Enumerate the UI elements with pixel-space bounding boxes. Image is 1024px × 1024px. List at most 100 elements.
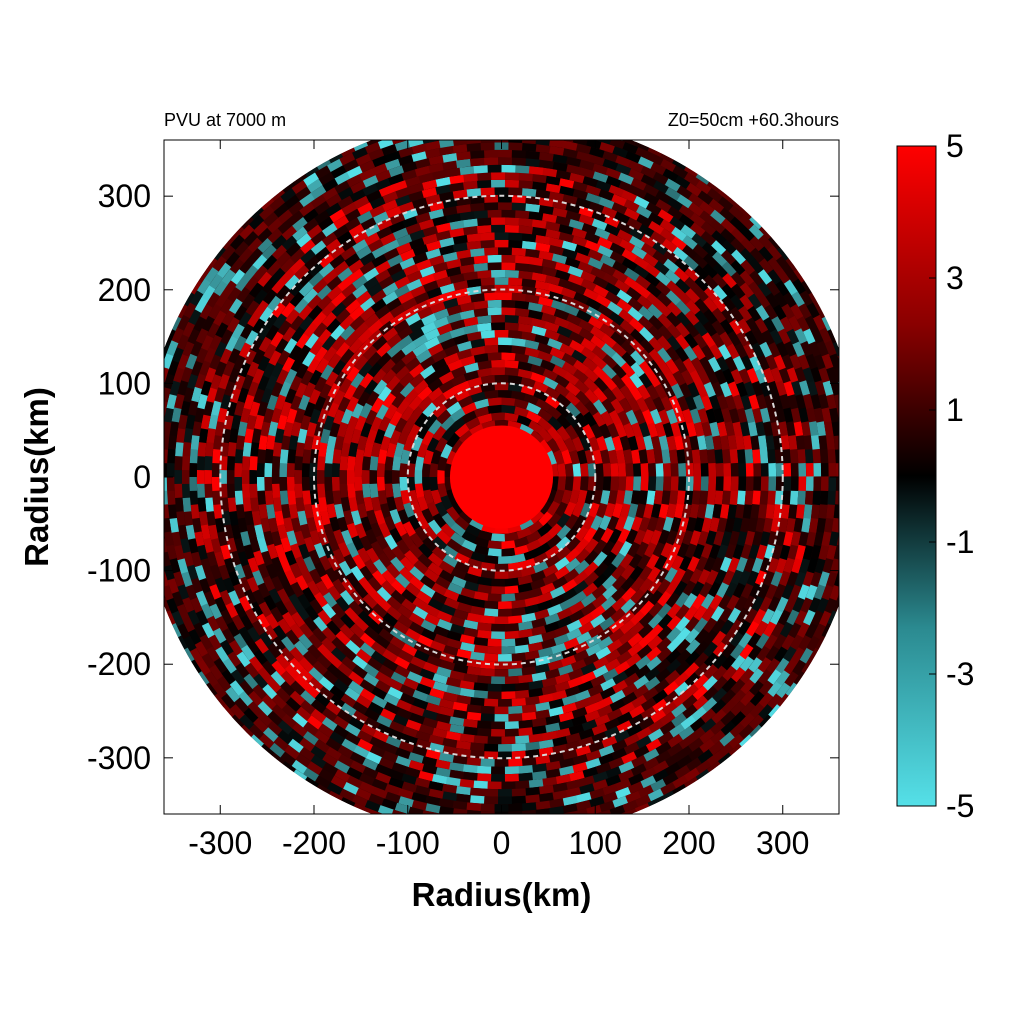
field-cell: [432, 536, 448, 552]
field-cell: [294, 456, 303, 471]
field-cell: [765, 645, 780, 662]
field-cell: [559, 765, 575, 776]
field-cell: [658, 613, 674, 630]
field-cell: [208, 414, 219, 430]
x-tick-label: 300: [756, 825, 809, 861]
field-cell: [627, 160, 644, 173]
field-cell: [275, 369, 289, 386]
field-cell: [460, 587, 476, 599]
field-cell: [302, 650, 319, 667]
field-cell: [507, 140, 523, 143]
field-cell: [627, 168, 644, 181]
field-cell: [493, 187, 509, 195]
field-cell: [359, 306, 376, 322]
field-cell: [480, 803, 496, 812]
field-cell: [584, 231, 601, 244]
field-cell: [487, 736, 503, 745]
field-cell: [327, 536, 340, 553]
field-cell: [269, 742, 286, 758]
field-cell: [283, 600, 298, 617]
field-cell: [638, 421, 651, 438]
field-cell: [435, 767, 452, 778]
core-region: [449, 425, 554, 529]
field-cell: [670, 476, 679, 491]
field-cell: [556, 425, 571, 441]
field-cell: [537, 416, 553, 432]
field-cell: [141, 532, 151, 548]
field-cell: [573, 649, 590, 663]
field-cell: [580, 502, 593, 519]
field-cell: [787, 544, 799, 560]
field-cell: [413, 291, 430, 305]
field-cell: [749, 247, 765, 263]
field-cell: [775, 407, 786, 423]
field-cell: [600, 527, 615, 544]
field-cell: [716, 393, 729, 410]
field-cell: [781, 583, 794, 600]
field-cell: [538, 693, 555, 704]
field-cell: [851, 462, 859, 477]
field-cell: [617, 711, 634, 725]
field-cell: [215, 646, 230, 663]
field-cell: [575, 745, 592, 757]
field-cell: [279, 381, 292, 398]
field-cell: [340, 283, 357, 299]
field-cell: [564, 476, 574, 492]
field-cell: [191, 577, 203, 594]
field-cell: [574, 697, 591, 710]
field-cell: [511, 607, 527, 617]
field-cell: [397, 605, 414, 620]
field-cell: [300, 370, 314, 387]
field-cell: [348, 716, 365, 731]
field-cell: [314, 561, 328, 578]
field-cell: [842, 571, 853, 587]
field-cell: [769, 328, 783, 345]
field-cell: [401, 216, 418, 229]
field-cell: [639, 600, 655, 616]
field-cell: [758, 703, 774, 720]
field-cell: [622, 799, 639, 813]
field-cell: [346, 522, 359, 539]
field-cell: [531, 671, 548, 682]
field-cell: [375, 763, 392, 777]
field-cell: [584, 400, 599, 416]
field-cell: [299, 623, 314, 639]
field-cell: [773, 434, 783, 450]
field-cell: [531, 617, 548, 629]
field-cell: [394, 194, 411, 207]
field-cell: [504, 630, 520, 640]
field-cell: [532, 763, 548, 773]
field-cell: [284, 274, 300, 291]
field-cell: [392, 470, 400, 485]
field-cell: [702, 675, 719, 691]
field-cell: [433, 308, 450, 321]
field-cell: [617, 527, 631, 544]
field-cell: [561, 194, 578, 205]
field-cell: [702, 296, 718, 313]
field-cell: [734, 595, 748, 612]
field-cell: [767, 244, 782, 261]
field-cell: [352, 794, 369, 808]
field-cell: [340, 702, 357, 717]
field-cell: [408, 373, 425, 388]
field-cell: [241, 644, 256, 661]
field-cell: [390, 579, 407, 596]
field-cell: [228, 367, 241, 384]
field-cell: [426, 501, 440, 518]
field-cell: [615, 448, 626, 464]
field-cell: [487, 299, 502, 308]
field-cell: [588, 740, 605, 753]
field-cell: [335, 596, 351, 613]
field-cell: [843, 449, 851, 464]
field-cell: [289, 647, 305, 663]
field-cell: [473, 591, 489, 601]
field-cell: [515, 113, 530, 121]
field-cell: [222, 280, 237, 297]
field-cell: [637, 315, 654, 331]
field-cell: [394, 186, 411, 199]
field-cell: [182, 497, 192, 513]
field-cell: [257, 701, 273, 717]
field-cell: [340, 237, 357, 252]
field-cell: [371, 778, 388, 791]
field-cell: [839, 421, 849, 436]
